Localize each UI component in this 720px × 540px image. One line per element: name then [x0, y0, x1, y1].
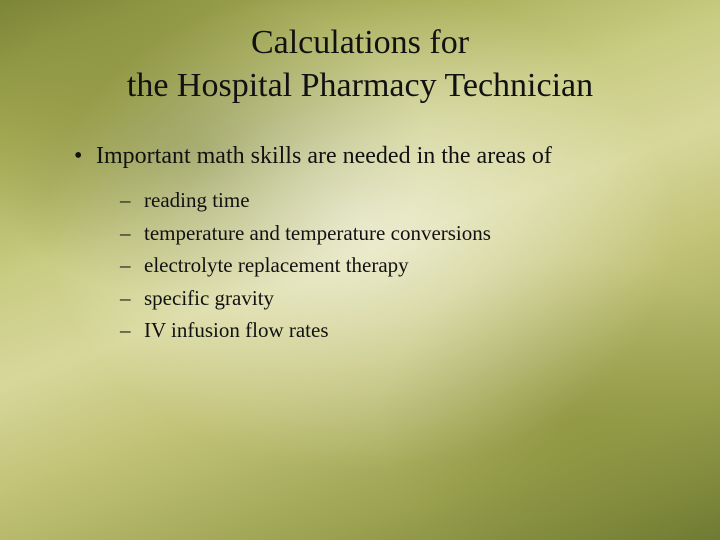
bullet-level-1: Important math skills are needed in the …	[70, 143, 680, 170]
sub-bullet-text: electrolyte replacement therapy	[144, 253, 409, 277]
title-line-2: the Hospital Pharmacy Technician	[127, 67, 593, 104]
sub-bullet-text: IV infusion flow rates	[144, 318, 329, 342]
sub-bullet-text: reading time	[144, 188, 250, 212]
sub-bullet-list: reading time temperature and temperature…	[108, 184, 680, 347]
slide-container: Calculations for the Hospital Pharmacy T…	[0, 0, 720, 540]
sub-bullet-item: electrolyte replacement therapy	[108, 249, 680, 282]
sub-bullet-item: IV infusion flow rates	[108, 314, 680, 347]
sub-bullet-item: specific gravity	[108, 282, 680, 315]
sub-bullet-item: reading time	[108, 184, 680, 217]
sub-bullet-text: specific gravity	[144, 286, 274, 310]
sub-bullet-item: temperature and temperature conversions	[108, 217, 680, 250]
title-line-1: Calculations for	[251, 24, 469, 61]
sub-bullet-text: temperature and temperature conversions	[144, 221, 491, 245]
bullet-l1-text: Important math skills are needed in the …	[96, 143, 552, 169]
slide-title: Calculations for the Hospital Pharmacy T…	[40, 22, 680, 107]
